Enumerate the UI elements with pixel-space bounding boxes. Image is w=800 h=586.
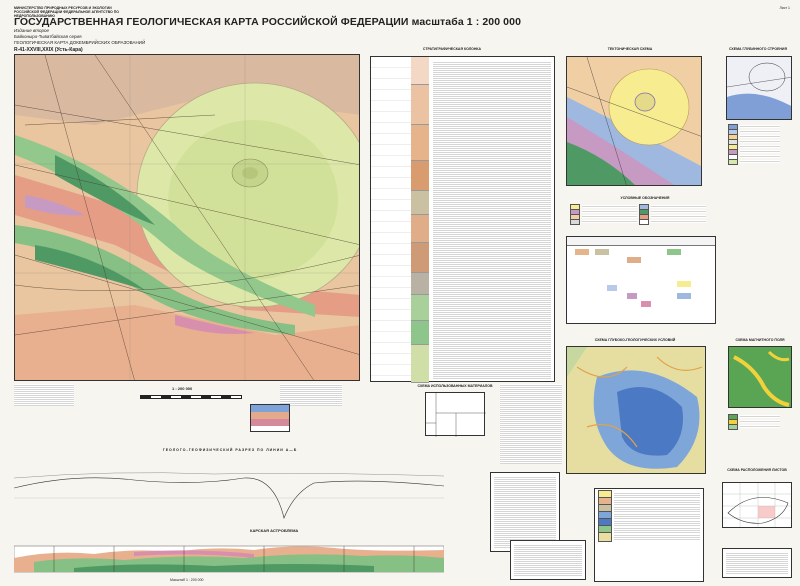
map-notes-right: [280, 384, 342, 406]
tectonic-scheme-drawing: [567, 57, 701, 185]
geomorph-scheme-drawing: [567, 347, 705, 473]
sources-inset: [250, 404, 290, 432]
series-label: Байконыро-Тыватбайская серия: [14, 34, 82, 39]
index-scheme-title: СХЕМА РАСПОЛОЖЕНИЯ ЛИСТОВ: [727, 468, 787, 472]
scale-bar: [140, 395, 242, 399]
symbols-legend: [510, 540, 586, 580]
sheet-label: R-41-XXVIII,XXIX (Усть-Кара): [14, 47, 83, 53]
grav-scheme-title: СХЕМА МАГНИТНОГО ПОЛЯ: [735, 338, 785, 342]
lithology-legend: [594, 488, 704, 582]
index-scheme-drawing: [723, 483, 791, 527]
sheet-number: Лист 1: [779, 6, 790, 10]
strat-column: [370, 56, 555, 383]
geomorph-scheme[interactable]: [566, 346, 706, 474]
sources-list: [500, 384, 562, 464]
main-map[interactable]: [14, 54, 360, 381]
geomorph-scheme-title: СХЕМА ГЛУБОКО-ГЕОЛОГИЧЕСКИХ УСЛОВИЙ: [594, 338, 676, 342]
deep-scheme[interactable]: [726, 56, 792, 120]
tectonic-scheme-title: ТЕКТОНИЧЕСКАЯ СХЕМА: [607, 47, 653, 51]
cross-section-title: ГЕОЛОГО-ГЕОФИЗИЧЕСКИЙ РАЗРЕЗ ПО ЛИНИИ А—…: [162, 448, 298, 452]
cross-section-drawing: [13, 472, 445, 573]
cross-section[interactable]: [13, 458, 445, 578]
tectonic-scheme[interactable]: [566, 56, 702, 186]
sources-scheme: [425, 392, 486, 437]
legend-title: УСЛОВНЫЕ ОБОЗНАЧЕНИЯ: [620, 196, 670, 200]
formations-table: [566, 236, 716, 324]
deep-scheme-drawing: [727, 57, 791, 119]
scale-label: 1 : 200 000: [172, 386, 193, 391]
grav-legend: [728, 413, 792, 430]
map-notes-left: [14, 384, 74, 406]
grav-scheme-drawing: [729, 347, 791, 407]
deep-scheme-legend: [728, 123, 792, 165]
index-table: [722, 548, 792, 578]
grav-scheme[interactable]: [728, 346, 792, 408]
index-scheme[interactable]: [722, 482, 792, 528]
strat-column-title: СТРАТИГРАФИЧЕСКАЯ КОЛОНКА: [422, 47, 482, 51]
sources-title: СХЕМА ИСПОЛЬЗОВАННЫХ МАТЕРИАЛОВ: [417, 384, 493, 388]
ministry-header: МИНИСТЕРСТВО ПРИРОДНЫХ РЕСУРСОВ И ЭКОЛОГ…: [14, 6, 119, 18]
deep-scheme-title: СХЕМА ГЛУБИННОГО СТРОЕНИЯ: [729, 47, 787, 51]
map-subtitle: ГЕОЛОГИЧЕСКАЯ КАРТА ДОКЕМБРИЙСКИХ ОБРАЗО…: [14, 40, 146, 45]
crater-label: КАРСКАЯ АСТРОБЛЕМА: [250, 528, 299, 533]
tectonic-legend: [570, 203, 720, 225]
section-scale-text: Масштаб 1 : 200 000: [170, 578, 204, 582]
map-title: ГОСУДАРСТВЕННАЯ ГЕОЛОГИЧЕСКАЯ КАРТА РОСС…: [14, 16, 522, 28]
edition-label: Издание второе: [14, 28, 49, 33]
section-legend: [490, 472, 560, 552]
main-map-drawing: [15, 55, 359, 380]
